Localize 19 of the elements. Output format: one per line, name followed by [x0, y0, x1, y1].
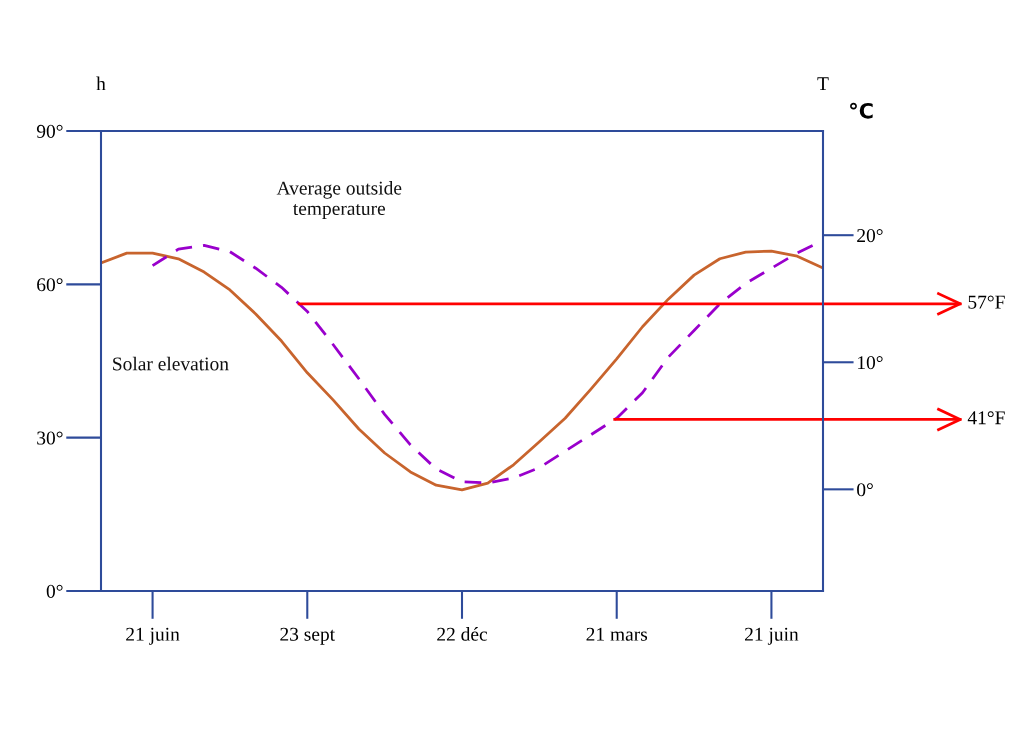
y-axis-title: h: [96, 76, 106, 91]
ref-line-label: 57°F: [968, 295, 1005, 309]
y2-tick-label: 10°: [858, 356, 883, 370]
x-tick-label: 22 déc: [437, 627, 488, 641]
y-tick-label: 0°: [46, 584, 63, 598]
ref-line-label: 41°F: [967, 411, 1005, 425]
text: Average outside temperature: [276, 180, 402, 220]
x-tick-label: 21 juin: [745, 627, 799, 645]
y2-tick-label: 20°: [857, 229, 883, 243]
y-tick-label: 30°: [37, 431, 63, 445]
text: °C: [850, 102, 873, 119]
y2-axis-title: T: [817, 77, 829, 91]
y-tick-label: 90°: [36, 124, 63, 138]
x-tick-label: 23 sept: [280, 627, 335, 645]
y-tick-label: 60°: [37, 278, 63, 292]
x-tick-label: 21 juin: [126, 627, 180, 645]
y2-tick-label: 0°: [857, 483, 873, 497]
text: Solar elevation: [113, 356, 229, 371]
x-tick-label: 21 mars: [586, 627, 648, 641]
